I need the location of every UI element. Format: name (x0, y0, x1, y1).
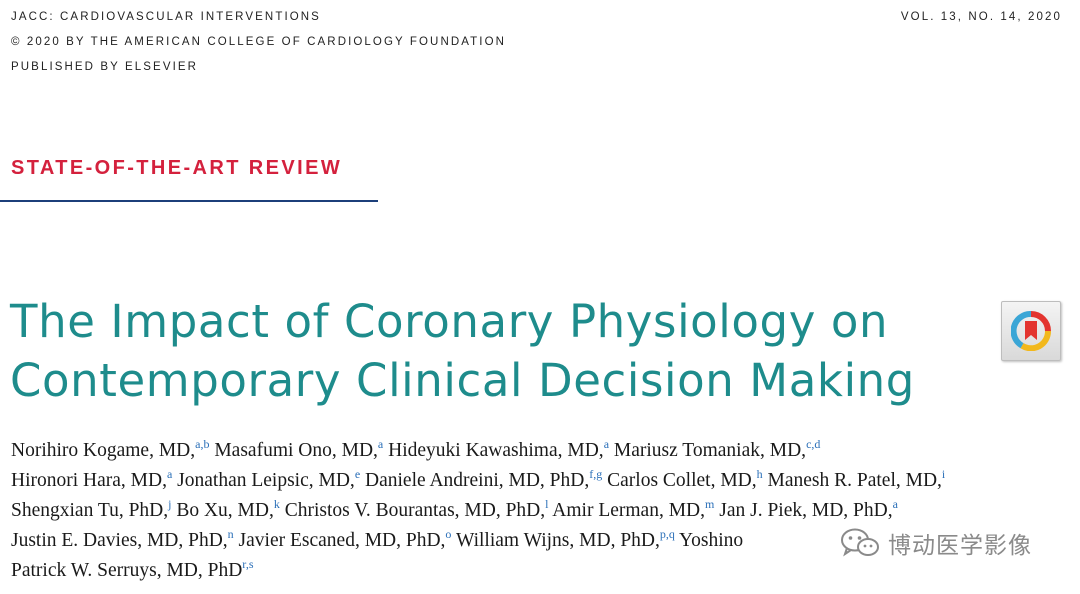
author-name: Jan J. Piek, MD, PhD,a (719, 497, 898, 521)
affiliation-ref[interactable]: a,b (195, 437, 210, 451)
author-list: Norihiro Kogame, MD,a,b Masafumi Ono, MD… (11, 436, 1071, 586)
volume-issue: VOL. 13, NO. 14, 2020 (900, 11, 1062, 23)
title-line-1: The Impact of Coronary Physiology on (10, 295, 889, 348)
author-line: Hironori Hara, MD,a Jonathan Leipsic, MD… (11, 466, 1071, 496)
affiliation-ref[interactable]: m (705, 497, 715, 511)
crossmark-icon (1011, 311, 1051, 351)
crossmark-button[interactable] (1001, 301, 1061, 361)
watermark-text: 博动医学影像 (888, 533, 1032, 559)
affiliation-ref[interactable]: a (603, 437, 610, 451)
wechat-icon (841, 528, 879, 557)
affiliation-ref[interactable]: h (756, 467, 763, 481)
author-name: Javier Escaned, MD, PhD,o (238, 527, 452, 551)
affiliation-ref[interactable]: j (168, 497, 172, 511)
author-line: Shengxian Tu, PhD,j Bo Xu, MD,k Christos… (11, 496, 1071, 526)
author-name: Patrick W. Serruys, MD, PhDr,s (11, 557, 254, 581)
affiliation-ref[interactable]: i (941, 467, 946, 481)
title-line-2: Contemporary Clinical Decision Making (10, 354, 915, 407)
author-name: Masafumi Ono, MD,a (214, 437, 384, 461)
author-name: Hideyuki Kawashima, MD,a (388, 437, 610, 461)
author-name: Christos V. Bourantas, MD, PhD,l (284, 497, 549, 521)
author-line: Norihiro Kogame, MD,a,b Masafumi Ono, MD… (11, 436, 1071, 466)
copyright-line: © 2020 BY THE AMERICAN COLLEGE OF CARDIO… (11, 36, 507, 48)
affiliation-ref[interactable]: a (892, 497, 898, 511)
author-name: Mariusz Tomaniak, MD,c,d (613, 437, 821, 461)
author-name: Carlos Collet, MD,h (607, 467, 763, 491)
affiliation-ref[interactable]: k (273, 497, 280, 511)
author-name: Daniele Andreini, MD, PhD,f,g (365, 467, 603, 491)
author-name: Amir Lerman, MD,m (552, 497, 715, 521)
section-divider (0, 200, 378, 202)
section-label: STATE-OF-THE-ART REVIEW (11, 157, 343, 179)
affiliation-ref[interactable]: a (166, 467, 173, 481)
affiliation-ref[interactable]: p,q (659, 527, 675, 541)
affiliation-ref[interactable]: r,s (242, 557, 254, 571)
author-name: Justin E. Davies, MD, PhD,n (11, 527, 234, 551)
affiliation-ref[interactable]: n (227, 527, 234, 541)
affiliation-ref[interactable]: o (445, 527, 452, 541)
author-name: William Wijns, MD, PhD,p,q (455, 527, 675, 551)
author-name: Shengxian Tu, PhD,j (11, 497, 172, 521)
author-name: Yoshino (679, 530, 744, 551)
watermark: 博动医学影像 (836, 525, 1036, 561)
author-name: Manesh R. Patel, MD,i (767, 467, 946, 491)
affiliation-ref[interactable]: a (377, 437, 384, 451)
author-name: Jonathan Leipsic, MD,e (177, 467, 361, 491)
author-line: Patrick W. Serruys, MD, PhDr,s (11, 556, 1071, 586)
author-name: Bo Xu, MD,k (176, 497, 280, 521)
affiliation-ref[interactable]: l (545, 497, 549, 511)
affiliation-ref[interactable]: e (354, 467, 361, 481)
publisher-line: PUBLISHED BY ELSEVIER (11, 61, 199, 73)
journal-name: JACC: CARDIOVASCULAR INTERVENTIONS (11, 11, 321, 23)
article-title: The Impact of Coronary Physiology on Con… (10, 292, 915, 410)
author-name: Norihiro Kogame, MD,a,b (11, 437, 210, 461)
author-name: Hironori Hara, MD,a (11, 467, 173, 491)
affiliation-ref[interactable]: c,d (806, 437, 821, 451)
author-line: Justin E. Davies, MD, PhD,n Javier Escan… (11, 526, 1071, 556)
affiliation-ref[interactable]: f,g (589, 467, 603, 481)
